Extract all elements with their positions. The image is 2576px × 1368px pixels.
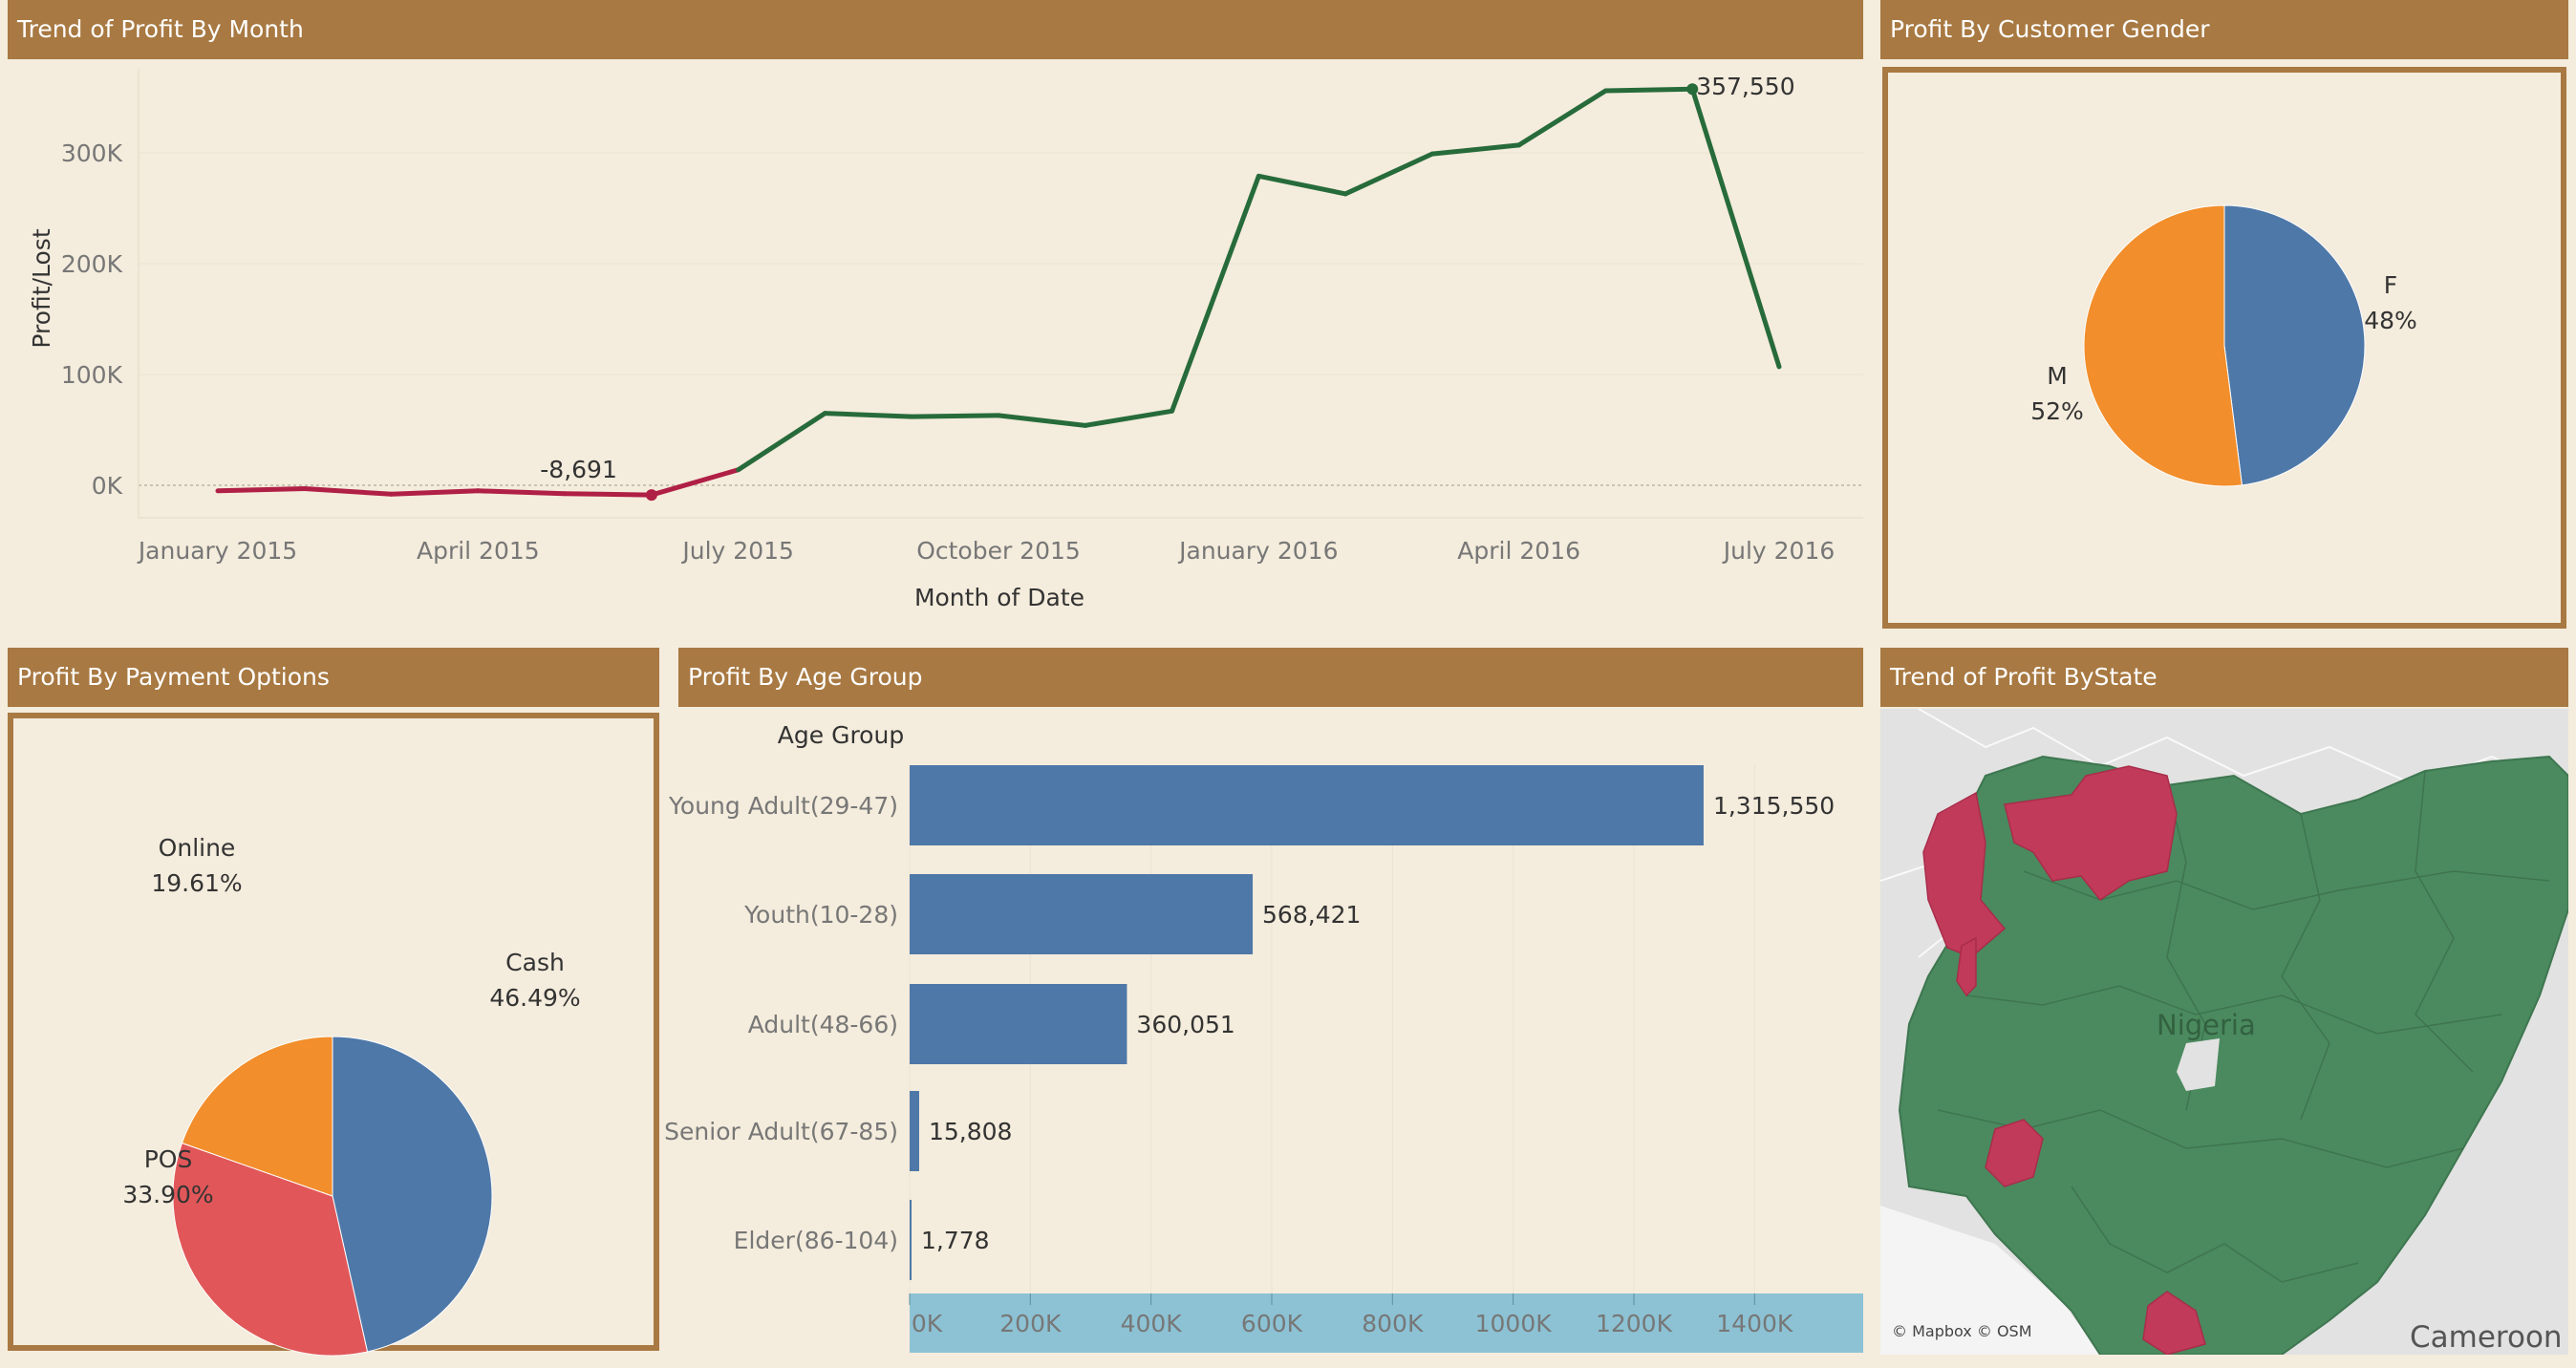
point-label: -8,691 [540, 456, 617, 483]
y-axis-title: Profit/Lost [28, 228, 55, 348]
pie-slice [172, 1142, 369, 1357]
gender-pie-chart[interactable]: F 48% M 52% [1882, 67, 2566, 629]
bar [910, 765, 1704, 845]
line-segment [736, 411, 827, 473]
payment-panel-title: Profit By Payment Options [8, 648, 659, 707]
x-tick-label: 200K [999, 1310, 1062, 1337]
category-label: Senior Adult(67-85) [664, 1118, 898, 1145]
line-segment [1429, 142, 1522, 157]
line-segment [389, 488, 481, 497]
annotated-point [1686, 83, 1699, 96]
x-tick-label: October 2015 [916, 537, 1081, 565]
bar-value-label: 15,808 [929, 1118, 1012, 1145]
age-group-bar-chart[interactable]: 0K 200K 400K 600K 800K 1000K 1200K 1400K Age Gro… [664, 707, 1873, 1357]
x-tick-label: January 2015 [137, 537, 297, 565]
payment-pie-chart[interactable]: Cash 46.49% POS 33.90% Online 19.61% [8, 713, 659, 1357]
water-region [1880, 1206, 2100, 1355]
bar [910, 874, 1254, 954]
inland-feature [2177, 1038, 2220, 1091]
line-segment [1083, 408, 1175, 428]
profit-trend-line-chart[interactable]: 0K 100K 200K 300K January 2015 April 2015 July… [0, 59, 1873, 632]
bar-value-label: 568,421 [1262, 901, 1361, 929]
pie-percent-label: 48% [2364, 307, 2417, 334]
pie-slice [2223, 204, 2366, 486]
x-tick-label: 600K [1241, 1310, 1303, 1337]
x-tick-label: July 2015 [680, 537, 794, 565]
pie-category-label: Cash [505, 949, 565, 976]
map-neighbor-label: Cameroon [2410, 1320, 2563, 1355]
x-tick-label: 0K [912, 1310, 943, 1337]
gender-panel-frame [1882, 67, 2566, 629]
x-tick-label: April 2015 [417, 537, 540, 565]
category-label: Youth(10-28) [743, 901, 898, 929]
line-segment [475, 488, 568, 497]
line-segment [1602, 86, 1695, 94]
y-tick-label: 0K [92, 472, 123, 500]
y-axis-title: Age Group [778, 721, 904, 749]
pie-percent-label: 52% [2030, 397, 2084, 425]
x-tick-label: 1000K [1475, 1310, 1553, 1337]
x-tick-label: 400K [1121, 1310, 1183, 1337]
pie-category-label: Online [159, 834, 236, 862]
pie-percent-label: 46.49% [489, 984, 580, 1012]
line-segment [996, 413, 1088, 428]
category-label: Young Adult(29-47) [668, 792, 898, 820]
y-tick-label: 200K [61, 250, 123, 278]
x-tick-label: January 2016 [1177, 537, 1338, 565]
trend-panel-title: Trend of Profit By Month [8, 0, 1863, 59]
line-segment [1516, 88, 1608, 148]
annotated-point [645, 489, 657, 502]
bar-value-label: 1,315,550 [1713, 792, 1835, 820]
age-panel-title: Profit By Age Group [678, 648, 1863, 707]
pie-percent-label: 33.90% [122, 1181, 213, 1208]
x-tick-label: 1400K [1716, 1310, 1793, 1337]
y-tick-label: 300K [61, 139, 123, 167]
bar [910, 1091, 919, 1171]
category-label: Adult(48-66) [748, 1011, 898, 1038]
line-segment [562, 491, 655, 498]
pie-category-label: F [2384, 271, 2397, 299]
nigeria-shape[interactable] [1898, 755, 2568, 1355]
x-tick-label: April 2016 [1457, 537, 1580, 565]
point-label: 357,550 [1696, 73, 1794, 100]
pie-category-label: M [2047, 362, 2068, 390]
state-map-svg [1880, 709, 2568, 1355]
loss-states[interactable] [1922, 765, 2206, 1355]
pie-slice [332, 1036, 493, 1353]
bar-value-label: 1,778 [921, 1227, 990, 1254]
line-segment [822, 411, 914, 419]
map-attribution[interactable]: © Mapbox © OSM [1892, 1322, 2032, 1340]
map-country-label: Nigeria [2157, 1009, 2256, 1041]
state-map[interactable]: Nigeria Cameroon © Mapbox © OSM [1880, 709, 2568, 1355]
pie-category-label: POS [144, 1145, 193, 1173]
line-segment [302, 485, 395, 497]
pie-slice [181, 1036, 333, 1197]
state-panel-title: Trend of Profit ByState [1880, 648, 2568, 707]
line-segment [649, 467, 741, 498]
line-segment [1170, 173, 1261, 414]
x-tick-label: 800K [1362, 1310, 1424, 1337]
pie-slice [2083, 204, 2243, 487]
bar [910, 984, 1127, 1064]
bar [910, 1200, 912, 1280]
line-segment [215, 485, 308, 494]
line-segment [909, 413, 1001, 419]
gender-panel-title: Profit By Customer Gender [1880, 0, 2568, 59]
bar-value-label: 360,051 [1136, 1011, 1234, 1038]
category-label: Elder(86-104) [734, 1227, 898, 1254]
line-segment [1689, 86, 1782, 370]
y-tick-label: 100K [61, 361, 123, 389]
x-tick-label: July 2016 [1722, 537, 1835, 565]
line-segment [1342, 151, 1435, 197]
x-axis-title: Month of Date [914, 584, 1084, 611]
x-tick-label: 1200K [1596, 1310, 1673, 1337]
line-segment [1256, 173, 1348, 197]
pie-percent-label: 19.61% [151, 869, 242, 897]
x-axis-band [910, 1293, 1863, 1353]
